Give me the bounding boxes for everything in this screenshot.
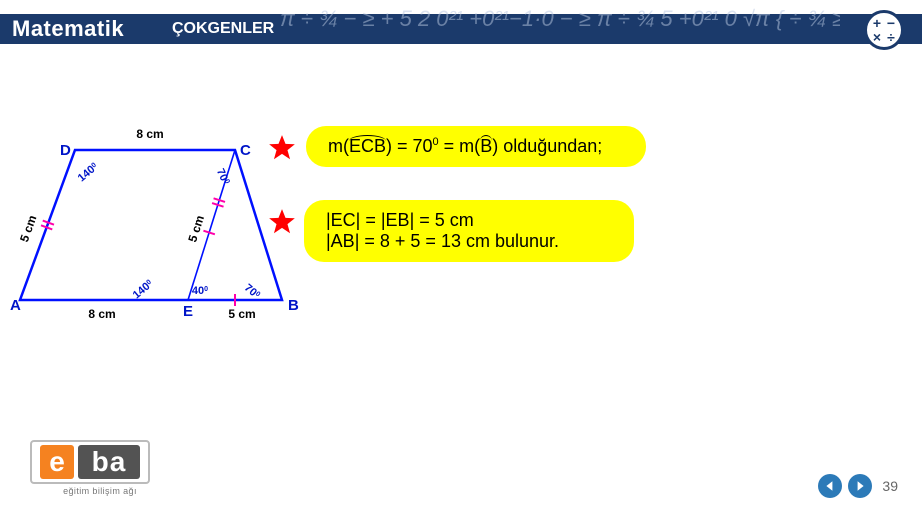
page-nav: 39: [818, 474, 898, 498]
svg-text:B: B: [288, 297, 299, 314]
next-button[interactable]: [848, 474, 872, 498]
header-decor-math: π ÷ ¾ − ≥ + 5 2 0²¹ +0²¹−1·0 − ≥ π ÷ ¾ 5…: [280, 6, 840, 50]
svg-text:A: A: [10, 297, 21, 314]
annotation-note: |EC| = |EB| = 5 cm|AB| = 8 + 5 = 13 cm b…: [304, 200, 634, 262]
annotation-note: m(ECB) = 700 = m(B) olduğundan;: [306, 126, 646, 167]
math-ops-badge: + − × ÷: [864, 10, 904, 50]
eba-logo: e ba eğitim bilişim ağı: [30, 440, 170, 496]
svg-text:D: D: [60, 142, 71, 159]
prev-button[interactable]: [818, 474, 842, 498]
svg-text:5 cm: 5 cm: [17, 213, 40, 243]
svg-text:8 cm: 8 cm: [136, 127, 163, 141]
geometry-figure: 8 cm8 cm5 cm5 cm5 cm14007001400400700ABC…: [10, 120, 300, 330]
arrow-left-icon: [824, 480, 836, 492]
page-number: 39: [882, 478, 898, 494]
svg-text:5 cm: 5 cm: [228, 307, 255, 321]
svg-text:E: E: [183, 303, 193, 320]
header-title: Matematik: [12, 16, 124, 42]
svg-text:400: 400: [192, 285, 208, 297]
eba-logo-box: e ba: [30, 440, 150, 484]
svg-text:1400: 1400: [76, 161, 101, 185]
plus-icon: +: [870, 16, 884, 30]
eba-logo-e: e: [40, 445, 74, 479]
svg-text:1400: 1400: [131, 278, 156, 302]
times-icon: ×: [870, 30, 884, 44]
svg-text:C: C: [240, 142, 251, 159]
arrow-right-icon: [854, 480, 866, 492]
svg-text:700: 700: [242, 282, 262, 302]
eba-logo-subtitle: eğitim bilişim ağı: [30, 486, 170, 496]
svg-text:8 cm: 8 cm: [88, 307, 115, 321]
figure-svg: 8 cm8 cm5 cm5 cm5 cm14007001400400700ABC…: [10, 120, 300, 330]
eba-logo-ba: ba: [78, 445, 140, 479]
header: Matematik ÇOKGENLER π ÷ ¾ − ≥ + 5 2 0²¹ …: [0, 0, 922, 54]
star-icon: [268, 208, 296, 236]
star-icon: [268, 134, 296, 162]
svg-text:5 cm: 5 cm: [185, 214, 207, 244]
header-topic: ÇOKGENLER: [172, 20, 274, 38]
minus-icon: −: [884, 16, 898, 30]
divide-icon: ÷: [884, 30, 898, 44]
